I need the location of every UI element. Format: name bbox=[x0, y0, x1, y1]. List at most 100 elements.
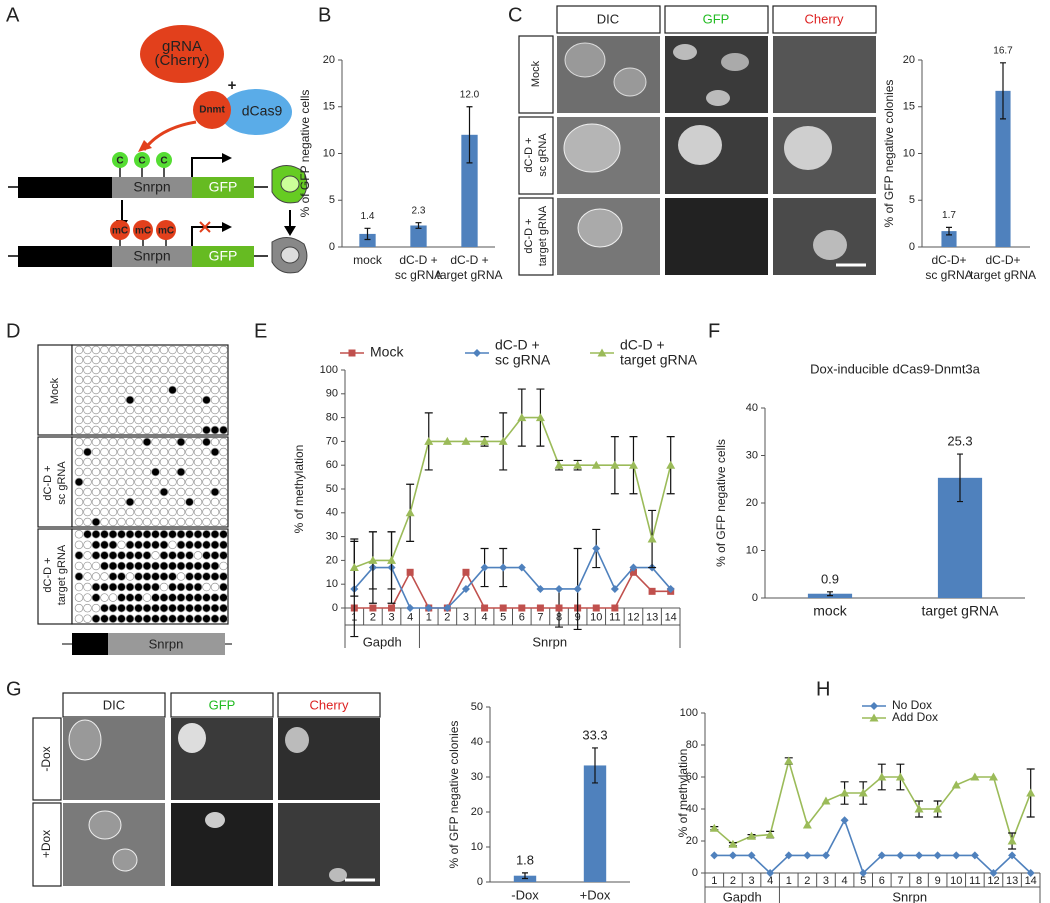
x-tick-label: 3 bbox=[823, 875, 829, 887]
header-box bbox=[170, 692, 274, 718]
point-marker bbox=[766, 869, 775, 877]
cpg-dot bbox=[185, 507, 194, 517]
cpg-dot bbox=[185, 497, 194, 507]
cpg-dot bbox=[185, 614, 194, 623]
point-marker bbox=[369, 604, 377, 612]
cpg-dot bbox=[151, 405, 160, 415]
diagram-a: gRNA (Cherry) + dCas9 Dnmt Snrpn GFP C C … bbox=[8, 25, 308, 274]
cpg-dot bbox=[210, 572, 220, 581]
cpg-dot bbox=[185, 437, 194, 447]
cpg-dot bbox=[176, 477, 186, 487]
cpg-dot bbox=[74, 561, 84, 571]
cpg-dot bbox=[185, 375, 194, 385]
cpg-dot bbox=[125, 593, 135, 602]
cpg-dot bbox=[100, 561, 109, 571]
cpg-dot bbox=[134, 457, 143, 467]
cpg-dot bbox=[151, 614, 160, 623]
cpg-dot bbox=[219, 395, 228, 405]
cpg-dot bbox=[193, 447, 203, 457]
cpg-dot bbox=[159, 530, 169, 539]
gene-label: Snrpn bbox=[133, 179, 170, 195]
cpg-dot bbox=[193, 614, 203, 623]
dnmt-shape bbox=[193, 91, 231, 129]
point-marker bbox=[1007, 836, 1017, 845]
cpg-dot bbox=[219, 551, 228, 560]
cpg-dot bbox=[117, 593, 126, 602]
cpg-dot bbox=[210, 437, 220, 447]
y-tick-label: 40 bbox=[686, 803, 698, 815]
row-box bbox=[518, 35, 554, 114]
cpg-dot bbox=[125, 447, 135, 457]
cpg-label: C bbox=[116, 156, 123, 167]
cpg-dot bbox=[193, 395, 203, 405]
point-marker bbox=[424, 604, 433, 612]
cpg-dot bbox=[185, 561, 194, 571]
x-tick-label: 5 bbox=[860, 875, 866, 887]
cpg-dot bbox=[159, 425, 169, 435]
point-marker bbox=[951, 780, 961, 789]
cpg-dot bbox=[202, 457, 211, 467]
mcpg-label: mC bbox=[158, 226, 174, 237]
cpg-dot bbox=[91, 530, 101, 539]
cpg-dot bbox=[193, 355, 203, 365]
cpg-dot bbox=[142, 603, 152, 613]
row-label: -Dox bbox=[39, 746, 53, 771]
cpg-dot bbox=[100, 425, 109, 435]
point-marker bbox=[747, 851, 756, 860]
cpg-dot bbox=[91, 437, 101, 447]
y-tick-label: 20 bbox=[326, 554, 338, 566]
cpg-dot bbox=[142, 345, 152, 355]
legend-marker bbox=[597, 348, 607, 357]
cpg-dot bbox=[176, 540, 186, 550]
row-label: +Dox bbox=[39, 830, 53, 858]
cpg-dot bbox=[219, 507, 228, 517]
cpg-dot bbox=[159, 457, 169, 467]
cpg-dot bbox=[74, 395, 84, 405]
cpg-dot bbox=[193, 507, 203, 517]
point-marker bbox=[988, 772, 998, 781]
cpg-dot bbox=[142, 497, 152, 507]
legend-label: Mock bbox=[370, 344, 404, 360]
y-tick-label: 10 bbox=[903, 147, 915, 159]
cpg-dot bbox=[159, 447, 169, 457]
cpg-dot bbox=[168, 507, 177, 517]
cpg-dot bbox=[125, 551, 135, 560]
cpg-dot bbox=[125, 487, 135, 497]
grna-label: gRNA (Cherry) bbox=[155, 38, 210, 69]
row-label: dC-D + sc gRNA bbox=[42, 461, 68, 505]
cpg-dot bbox=[134, 365, 143, 375]
cpg-dot bbox=[125, 415, 135, 425]
cpg-dot bbox=[117, 603, 126, 613]
cpg-dot bbox=[74, 540, 84, 550]
x-tick-label: 4 bbox=[767, 875, 773, 887]
cpg-dot bbox=[91, 487, 101, 497]
legend-label: Add Dox bbox=[892, 710, 938, 724]
cpg-dot bbox=[219, 385, 228, 395]
cpg-dot bbox=[185, 365, 194, 375]
point-marker bbox=[709, 823, 719, 832]
point-marker bbox=[387, 555, 397, 564]
cpg-dot bbox=[193, 467, 203, 477]
y-tick-label: 15 bbox=[323, 101, 335, 113]
column-header: GFP bbox=[209, 697, 236, 712]
y-tick-label: 80 bbox=[686, 739, 698, 751]
cpg-dot bbox=[91, 425, 101, 435]
cpg-dot bbox=[185, 572, 194, 581]
cpg-dot bbox=[74, 497, 84, 507]
cpg-dot bbox=[142, 437, 152, 447]
cpg-dot bbox=[219, 355, 228, 365]
bar bbox=[995, 90, 1011, 247]
cpg-dot bbox=[108, 530, 118, 539]
legend-label: dC-D + target gRNA bbox=[620, 336, 698, 367]
image bbox=[773, 36, 876, 113]
y-tick-label: 10 bbox=[326, 578, 338, 590]
cpg-dot bbox=[125, 355, 135, 365]
x-tick-label: 13 bbox=[646, 611, 658, 623]
cpg-dot bbox=[125, 507, 135, 517]
cpg-dot bbox=[91, 345, 101, 355]
cpg-dot bbox=[100, 603, 109, 613]
cpg-dot bbox=[193, 593, 203, 602]
panel-label: A bbox=[6, 4, 20, 26]
cpg-dot bbox=[210, 487, 220, 497]
cpg-dot bbox=[210, 603, 220, 613]
